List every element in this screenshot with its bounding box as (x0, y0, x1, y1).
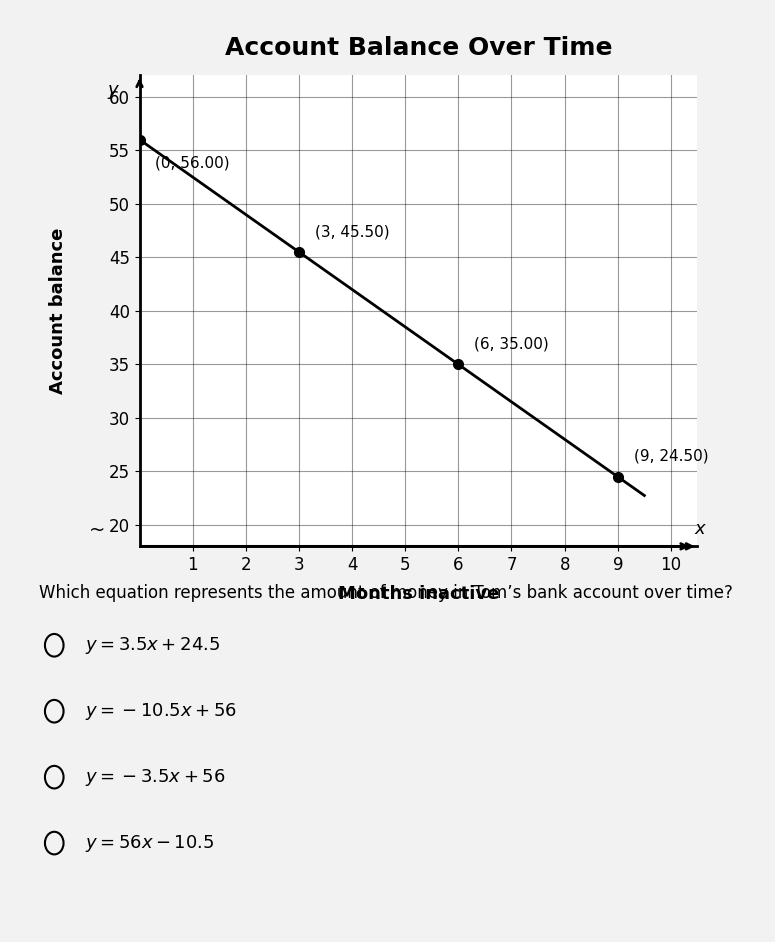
Text: (3, 45.50): (3, 45.50) (315, 224, 390, 239)
Text: (9, 24.50): (9, 24.50) (634, 449, 708, 464)
Text: y: y (108, 81, 119, 99)
Text: $y = -10.5x + 56$: $y = -10.5x + 56$ (85, 701, 237, 722)
Text: ~: ~ (89, 521, 105, 540)
Text: $y = 3.5x + 24.5$: $y = 3.5x + 24.5$ (85, 635, 220, 656)
Y-axis label: Account balance: Account balance (49, 228, 67, 394)
Text: (6, 35.00): (6, 35.00) (474, 336, 549, 351)
X-axis label: Months inactive: Months inactive (338, 585, 499, 603)
Text: (0, 56.00): (0, 56.00) (156, 155, 230, 171)
Title: Account Balance Over Time: Account Balance Over Time (225, 36, 612, 59)
Text: x: x (695, 520, 705, 538)
Text: Which equation represents the amount of money in Tom’s bank account over time?: Which equation represents the amount of … (39, 584, 732, 602)
Text: $y = -3.5x + 56$: $y = -3.5x + 56$ (85, 767, 226, 788)
Text: $y = 56x - 10.5$: $y = 56x - 10.5$ (85, 833, 215, 853)
